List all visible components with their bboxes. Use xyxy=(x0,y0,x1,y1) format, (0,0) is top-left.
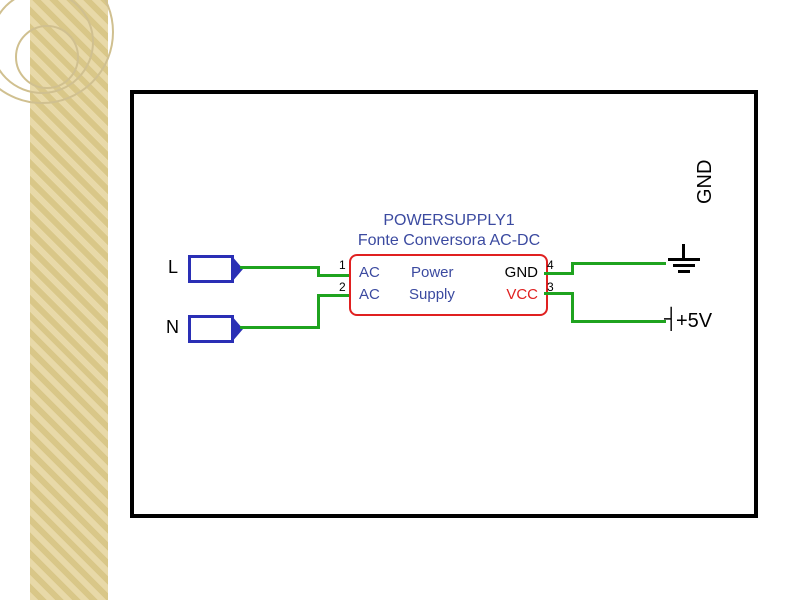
wire-n-h2 xyxy=(317,294,349,297)
wire-l-h2 xyxy=(317,274,349,277)
port-l-arrow xyxy=(230,258,239,280)
gnd-l1 xyxy=(668,258,700,261)
pin-2: 2 xyxy=(339,280,346,294)
chip-gnd-pin: GND xyxy=(505,264,538,281)
chip-supply: Supply xyxy=(409,286,455,303)
wire-vcc-v xyxy=(571,292,574,322)
chip-vcc-pin: VCC xyxy=(506,286,538,303)
chip-refdes: POWERSUPPLY1 xyxy=(344,212,554,230)
wire-gnd-h2 xyxy=(571,262,666,265)
chip-ac-2: AC xyxy=(359,286,380,303)
page-canvas: POWERSUPPLY1 Fonte Conversora AC-DC L N xyxy=(0,0,800,600)
pin-1: 1 xyxy=(339,258,346,272)
port-n-label: N xyxy=(166,317,179,338)
wire-n-v xyxy=(317,294,320,329)
wire-l-h1 xyxy=(240,266,320,269)
decor-arc-small xyxy=(15,25,79,89)
chip-ac-1: AC xyxy=(359,264,380,281)
wire-n-h1 xyxy=(240,326,320,329)
chip-description: Fonte Conversora AC-DC xyxy=(329,232,569,250)
wire-vcc-h2 xyxy=(571,320,666,323)
wire-gnd-h1 xyxy=(544,272,574,275)
port-l-label: L xyxy=(168,257,178,278)
pin-4: 4 xyxy=(547,258,554,272)
schematic-area: POWERSUPPLY1 Fonte Conversora AC-DC L N xyxy=(134,94,754,514)
port-n-shape xyxy=(188,315,234,343)
wire-vcc-h1 xyxy=(544,292,574,295)
gnd-l3 xyxy=(678,270,690,273)
gnd-label: GND xyxy=(694,160,717,204)
v5-label: +5V xyxy=(676,310,712,333)
port-l-shape xyxy=(188,255,234,283)
schematic-frame: POWERSUPPLY1 Fonte Conversora AC-DC L N xyxy=(130,90,758,518)
power-supply-chip: AC AC Power Supply GND VCC xyxy=(349,254,548,316)
gnd-stem xyxy=(682,244,685,258)
chip-power: Power xyxy=(411,264,454,281)
gnd-symbol xyxy=(664,244,704,274)
port-n-arrow xyxy=(230,318,239,340)
gnd-l2 xyxy=(673,264,695,267)
